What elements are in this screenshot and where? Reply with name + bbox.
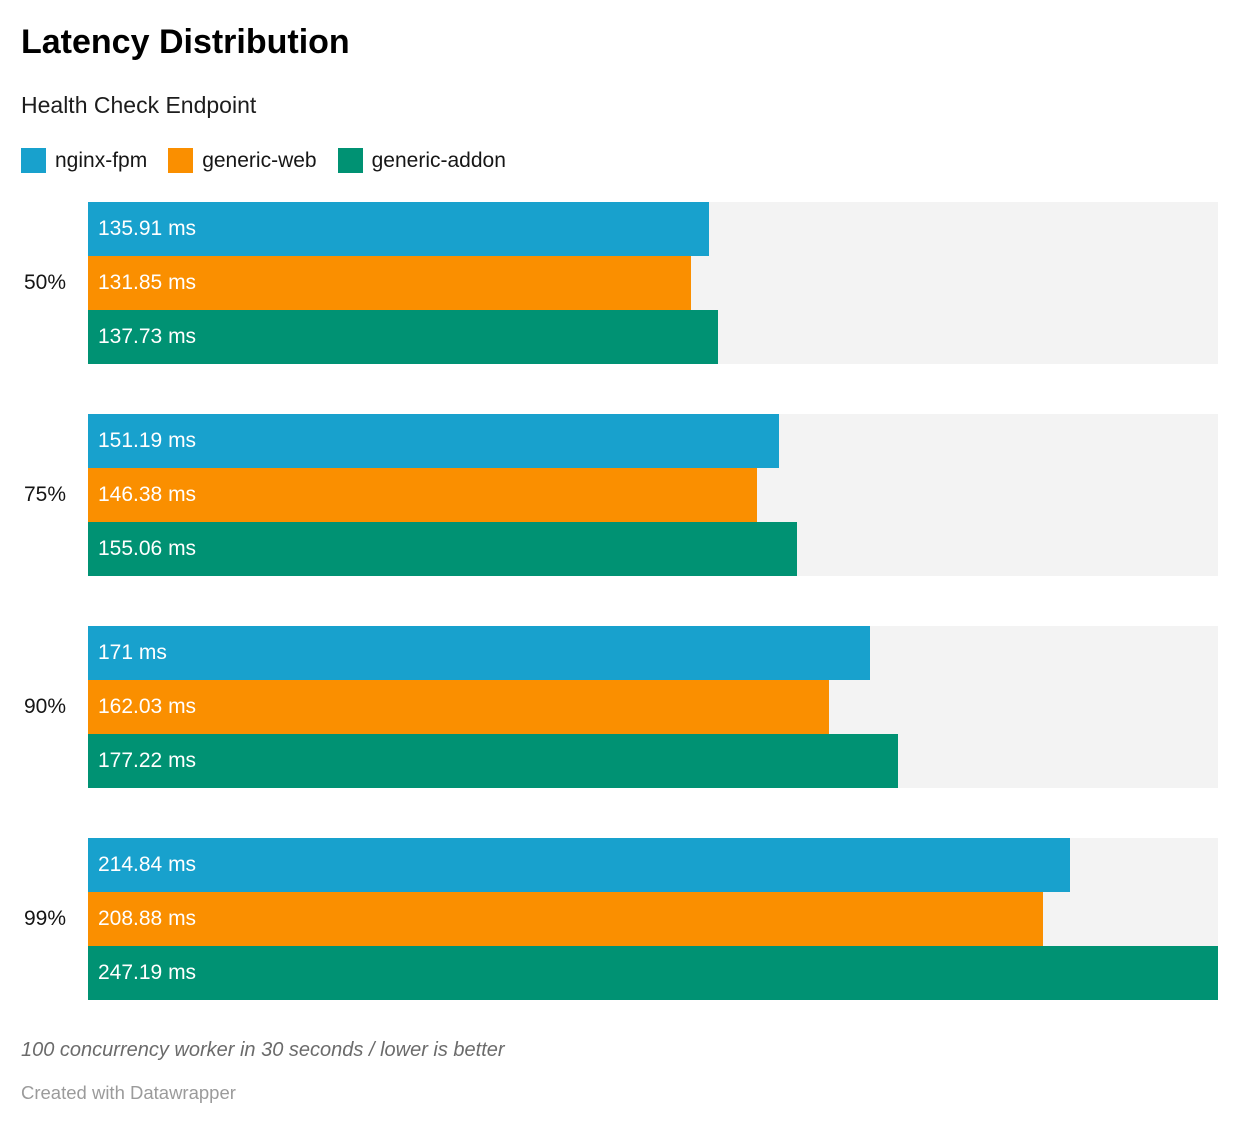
legend-item-generic-addon: generic-addon	[337, 148, 506, 173]
bar-generic-addon: 247.19 ms	[88, 946, 1218, 1000]
footer-note: 100 concurrency worker in 30 seconds / l…	[21, 1039, 505, 1061]
bar-value-label: 146.38 ms	[98, 483, 197, 506]
chart-group: 50% 135.91 ms 131.85 ms 137.73 ms	[21, 202, 1218, 364]
bar-value-label: 214.84 ms	[98, 853, 197, 876]
legend: nginx-fpm generic-web generic-addon	[21, 148, 1218, 173]
bar-value-label: 137.73 ms	[98, 325, 197, 348]
bar-generic-addon: 155.06 ms	[88, 522, 797, 576]
bar-value-label: 151.19 ms	[98, 429, 197, 452]
bar-nginx-fpm: 171 ms	[88, 626, 870, 680]
bar-track: 135.91 ms 131.85 ms 137.73 ms	[88, 202, 1218, 364]
bar-generic-web: 146.38 ms	[88, 468, 758, 522]
legend-swatch-generic-addon	[337, 148, 363, 173]
bar-value-label: 131.85 ms	[98, 271, 197, 294]
category-label: 75%	[23, 483, 66, 506]
bar-nginx-fpm: 214.84 ms	[88, 838, 1071, 892]
chart-subtitle: Health Check Endpoint	[21, 92, 257, 118]
bar-track: 151.19 ms 146.38 ms 155.06 ms	[88, 414, 1218, 576]
legend-item-generic-web: generic-web	[168, 148, 317, 173]
category-label: 90%	[23, 695, 66, 718]
bar-value-label: 171 ms	[98, 641, 167, 664]
page-title: Latency Distribution	[21, 23, 350, 61]
legend-label: generic-web	[202, 148, 317, 172]
legend-label: nginx-fpm	[55, 148, 148, 172]
chart-group: 75% 151.19 ms 146.38 ms 155.06 ms	[21, 414, 1218, 576]
chart-group: 90% 171 ms 162.03 ms 177.22 ms	[21, 626, 1218, 788]
bar-value-label: 155.06 ms	[98, 537, 197, 560]
category-label: 99%	[23, 907, 66, 930]
bar-generic-addon: 137.73 ms	[88, 310, 718, 364]
bar-value-label: 177.22 ms	[98, 749, 197, 772]
bar-generic-web: 131.85 ms	[88, 256, 691, 310]
bar-track: 171 ms 162.03 ms 177.22 ms	[88, 626, 1218, 788]
bar-generic-web: 208.88 ms	[88, 892, 1043, 946]
bar-track: 214.84 ms 208.88 ms 247.19 ms	[88, 838, 1218, 1000]
legend-item-nginx-fpm: nginx-fpm	[21, 148, 147, 173]
bar-value-label: 135.91 ms	[98, 217, 197, 240]
legend-swatch-generic-web	[168, 148, 194, 173]
datawrapper-credit[interactable]: Created with Datawrapper	[21, 1082, 236, 1103]
legend-label: generic-addon	[371, 148, 506, 172]
chart-group: 99% 214.84 ms 208.88 ms 247.19 ms	[21, 838, 1218, 1000]
bar-value-label: 247.19 ms	[98, 961, 197, 984]
category-label: 50%	[23, 271, 66, 294]
bar-generic-web: 162.03 ms	[88, 680, 829, 734]
chart: 50% 135.91 ms 131.85 ms 137.73 ms 75% 151.…	[21, 202, 1218, 1000]
bar-nginx-fpm: 151.19 ms	[88, 414, 780, 468]
bar-value-label: 162.03 ms	[98, 695, 197, 718]
bar-value-label: 208.88 ms	[98, 907, 197, 930]
bar-generic-addon: 177.22 ms	[88, 734, 899, 788]
bar-nginx-fpm: 135.91 ms	[88, 202, 710, 256]
legend-swatch-nginx-fpm	[21, 148, 46, 173]
